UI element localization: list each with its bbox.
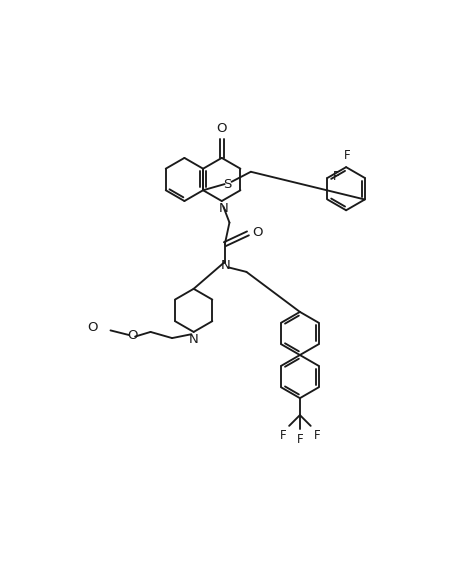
Text: S: S xyxy=(224,177,232,191)
Text: O: O xyxy=(127,329,137,342)
Text: F: F xyxy=(297,433,303,446)
Text: O: O xyxy=(217,122,227,135)
Text: F: F xyxy=(344,149,351,162)
Text: F: F xyxy=(314,429,321,442)
Text: N: N xyxy=(219,202,228,215)
Text: F: F xyxy=(333,170,340,183)
Text: F: F xyxy=(280,429,286,442)
Text: O: O xyxy=(88,321,98,334)
Text: N: N xyxy=(221,259,231,272)
Text: O: O xyxy=(253,226,263,239)
Text: N: N xyxy=(189,334,199,346)
